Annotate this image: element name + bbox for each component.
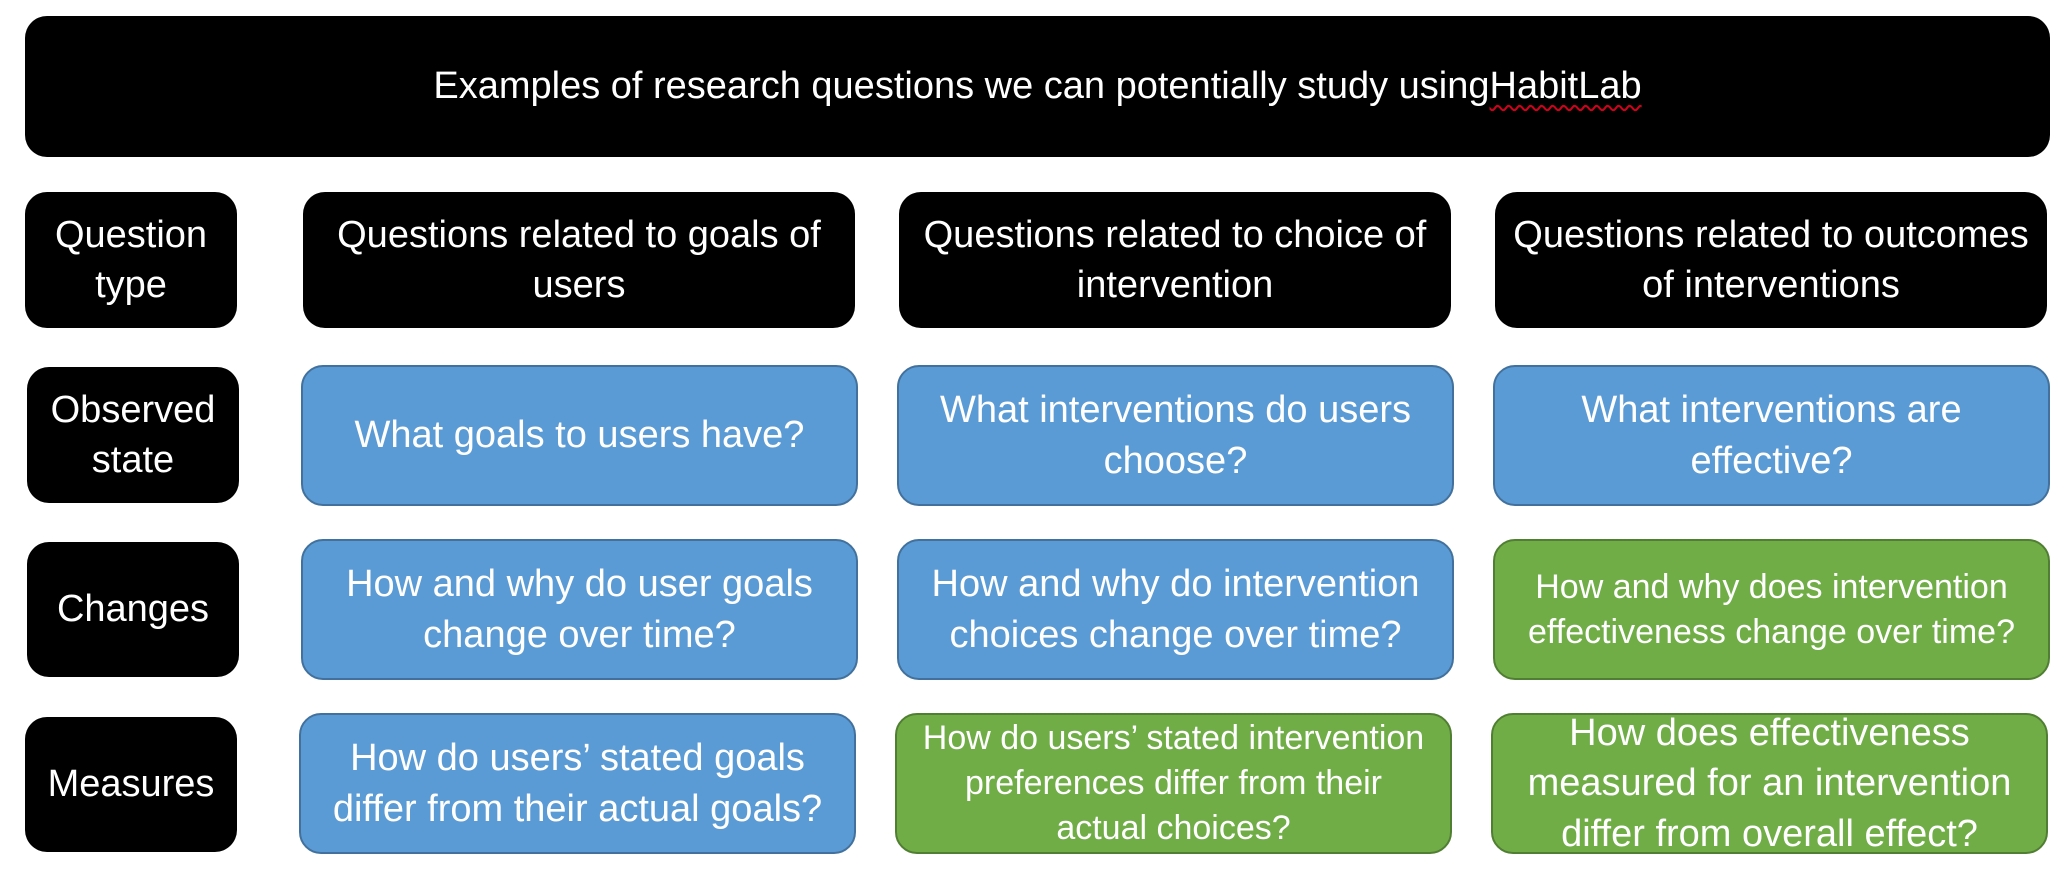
- cell-observed-goals: What goals to users have?: [301, 365, 858, 506]
- cell-measures-outcomes: How does effectiveness measured for an i…: [1491, 712, 2048, 855]
- diagram-title: Examples of research questions we can po…: [25, 16, 2050, 157]
- cell-changes-outcomes: How and why does intervention effectiven…: [1493, 539, 2050, 680]
- cell-changes-choice: How and why do intervention choices chan…: [897, 539, 1454, 680]
- row-label-measures: Measures: [25, 717, 237, 852]
- cell-measures-choice: How do users’ stated intervention prefer…: [895, 713, 1452, 854]
- row-label-question-type: Question type: [25, 192, 237, 328]
- column-header-goals: Questions related to goals of users: [303, 192, 855, 328]
- row-label-changes: Changes: [27, 542, 239, 677]
- title-habitlab: HabitLab: [1489, 65, 1642, 108]
- title-prefix: Examples of research questions we can po…: [433, 65, 1490, 108]
- column-header-outcomes: Questions related to outcomes of interve…: [1495, 192, 2047, 328]
- row-label-observed-state: Observed state: [27, 367, 239, 503]
- cell-observed-outcomes: What interventions are effective?: [1493, 365, 2050, 506]
- cell-changes-goals: How and why do user goals change over ti…: [301, 539, 858, 680]
- column-header-choice: Questions related to choice of intervent…: [899, 192, 1451, 328]
- cell-measures-goals: How do users’ stated goals differ from t…: [299, 713, 856, 854]
- cell-observed-choice: What interventions do users choose?: [897, 365, 1454, 506]
